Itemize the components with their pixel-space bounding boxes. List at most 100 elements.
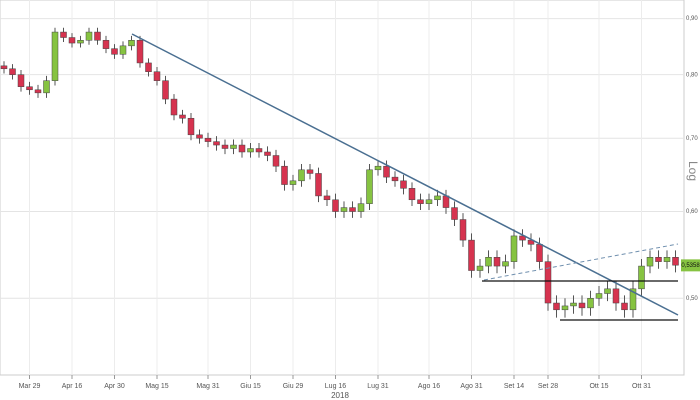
x-tick-label: Mar 29 [19, 383, 41, 390]
candle-body [153, 71, 161, 81]
x-tick-label: Mag 15 [145, 383, 168, 390]
candle-body [179, 114, 186, 119]
candle-body [170, 98, 178, 116]
candle-body [621, 302, 628, 311]
candle-body [264, 151, 271, 156]
candle-body [306, 169, 314, 174]
candle-body [349, 207, 356, 212]
candle-body [51, 31, 59, 81]
candle-body [655, 257, 662, 262]
last-price-label: 0,5358 [681, 263, 700, 269]
x-tick-label: Apr 30 [104, 383, 125, 390]
candle-body [119, 45, 127, 55]
candle-body [510, 235, 518, 262]
candle-body [459, 219, 467, 241]
candle-body [9, 68, 16, 75]
y-tick-label: 0,90 [686, 16, 698, 22]
candle-body [238, 144, 246, 153]
candle-body [570, 302, 577, 307]
candle-body [60, 31, 67, 38]
candle-body [391, 176, 399, 182]
candle-body [374, 165, 382, 171]
candle-body [247, 148, 254, 153]
candle-body [604, 288, 611, 294]
candle-body [145, 62, 152, 72]
candle-body [298, 169, 305, 182]
x-axis-label: 2018 [331, 391, 349, 400]
trend-line [131, 33, 679, 316]
x-tick-label: Lug 31 [367, 383, 389, 390]
candle-body [26, 86, 33, 91]
candle-body [0, 65, 8, 70]
candle-body [578, 302, 586, 309]
candle-body [646, 257, 654, 267]
candle-body [162, 80, 169, 100]
y-tick-label: 0,70 [686, 136, 698, 142]
candle-body [213, 141, 220, 146]
last-price-box [681, 259, 700, 272]
candle-body [425, 199, 433, 204]
candle-body [255, 148, 263, 153]
candle-body [536, 244, 543, 262]
candle-body [400, 180, 407, 189]
candle-body [383, 165, 390, 178]
x-tick-label: Ago 31 [460, 383, 482, 390]
candle-body [221, 144, 229, 149]
candle-body [442, 195, 450, 208]
candle-body [357, 203, 365, 212]
candle-body [289, 180, 297, 185]
candle-body [102, 40, 110, 49]
candle-body [111, 48, 118, 55]
candle-body [493, 257, 501, 267]
candle-body [17, 74, 25, 87]
candle-body [332, 199, 339, 212]
candle-body [544, 261, 552, 304]
x-tick-label: Ago 16 [418, 383, 440, 390]
candle-body [417, 199, 424, 204]
x-tick-label: Ott 31 [632, 383, 651, 390]
candle-body [136, 40, 144, 64]
plot-area [0, 0, 685, 376]
candle-body [451, 207, 458, 220]
candle-body [315, 173, 322, 197]
candle-body [561, 305, 569, 311]
y-tick-label: 0,50 [686, 296, 698, 302]
grid [0, 0, 684, 375]
candle-body [638, 265, 645, 290]
channel-line [483, 243, 679, 281]
x-tick-label: Lug 16 [325, 383, 347, 390]
x-tick-label: Giu 29 [283, 383, 304, 390]
candle-body [281, 165, 288, 185]
candle-body [196, 134, 203, 139]
candle-body [34, 89, 42, 94]
candle-body [587, 298, 594, 309]
candle-body [68, 37, 76, 44]
candle-body [519, 235, 526, 241]
candle-body [476, 265, 484, 271]
y-tick-label: 0,60 [686, 209, 698, 215]
candle-body [340, 207, 348, 212]
x-tick-label: Ott 15 [589, 383, 608, 390]
x-tick-label: Set 28 [538, 383, 558, 390]
candle-body [366, 169, 373, 204]
candle-body [629, 288, 637, 311]
candle-body [272, 155, 280, 167]
candle-body [595, 293, 603, 299]
x-tick-label: Set 14 [504, 383, 524, 390]
candle-body [204, 137, 212, 142]
candle-body [43, 80, 50, 94]
y-tick-label: 0,80 [686, 72, 698, 78]
candle-body [230, 144, 237, 149]
y-axis-label: Log [686, 161, 700, 181]
candle-body [672, 257, 679, 266]
candle-body [434, 195, 441, 201]
candle-body [502, 261, 509, 267]
x-tick-label: Apr 16 [62, 383, 83, 390]
candle-body [663, 257, 671, 262]
candle-body [77, 40, 84, 44]
candles [0, 27, 679, 318]
candle-body [85, 31, 93, 41]
candle-body [323, 195, 331, 201]
x-tick-label: Mag 31 [196, 383, 219, 390]
